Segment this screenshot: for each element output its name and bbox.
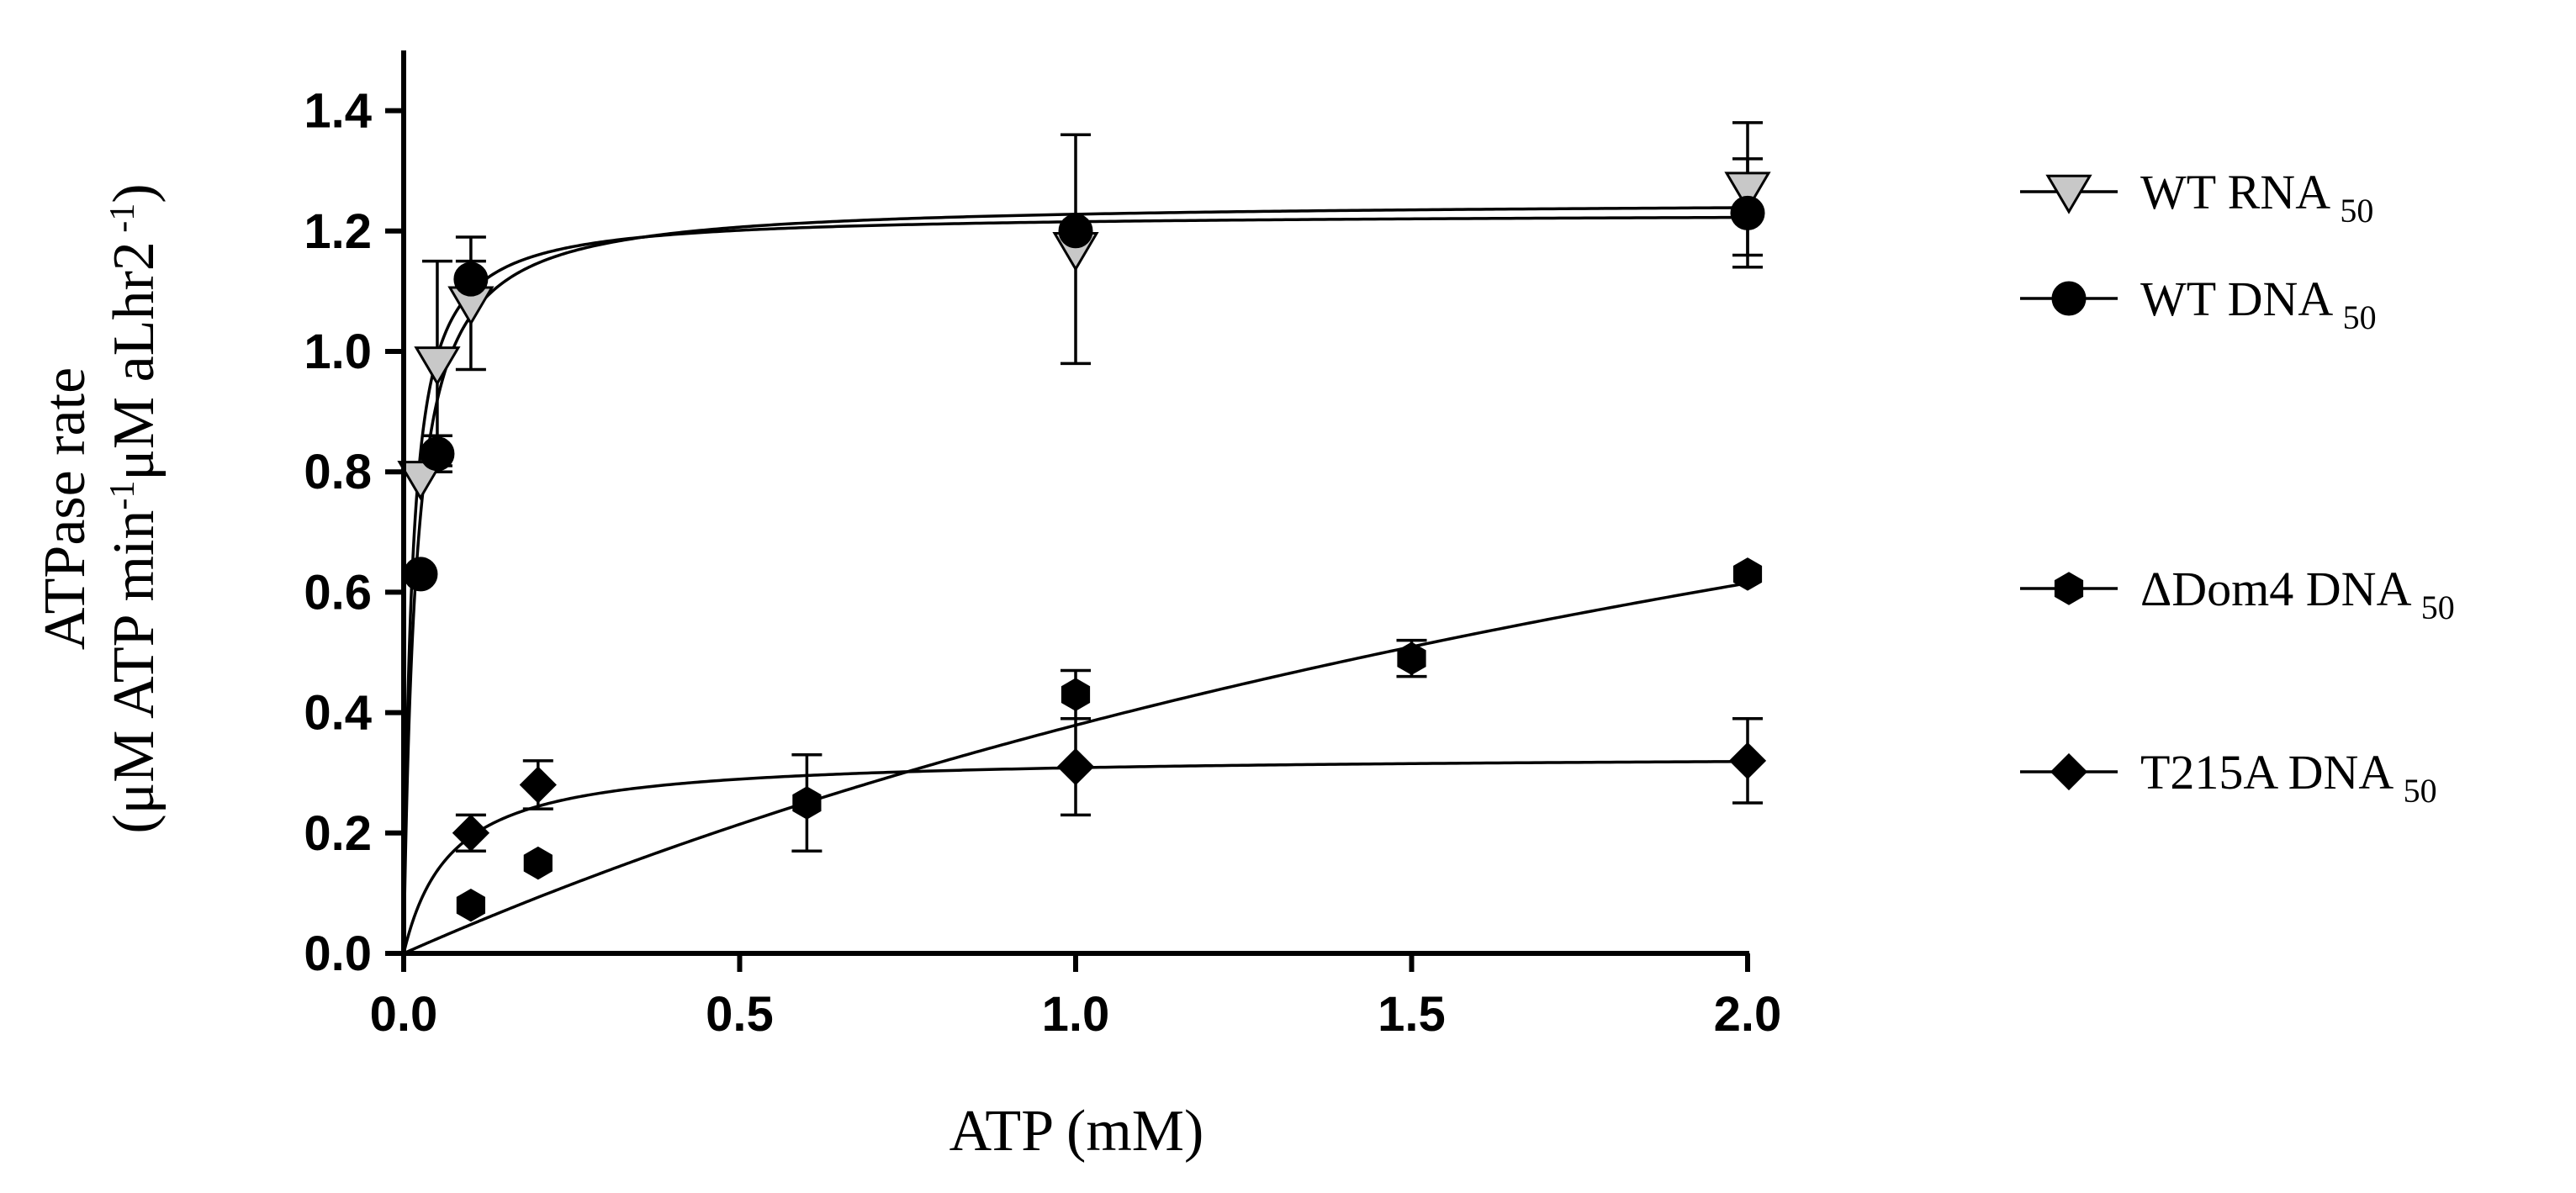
point-dom4-dna: [456, 888, 485, 922]
point-t215a-dna: [1728, 742, 1767, 780]
y-tick-label: 1.4: [304, 84, 372, 139]
x-tick-label: 1.0: [1042, 987, 1110, 1042]
legend-label-dom4-dna: ΔDom4 DNA 50: [2140, 562, 2455, 626]
y-tick-label: 0.8: [304, 445, 372, 499]
fit-curve-wt-rna: [402, 206, 1748, 954]
y-axis-title-line1: ATPase rate: [33, 367, 98, 650]
point-dom4-dna: [792, 786, 822, 820]
legend-label-t215a-dna: T215A DNA 50: [2140, 745, 2437, 810]
point-wt-rna: [1724, 172, 1771, 212]
x-tick-label: 0.0: [370, 987, 438, 1042]
fit-curve-dom4-dna: [403, 581, 1748, 955]
point-wt-dna: [403, 557, 438, 592]
fit-curve-wt-dna: [402, 215, 1748, 954]
fit-curves: [402, 206, 1748, 955]
legend-marker-wt-dna: [2051, 281, 2087, 316]
point-t215a-dna: [452, 814, 490, 852]
fit-curve-t215a-dna: [402, 759, 1748, 954]
legend: WT RNA 50 WT DNA 50 ΔDom4 DNA 50 T215A DNA …: [2020, 165, 2455, 810]
legend-label-wt-rna: WT RNA 50: [2140, 165, 2373, 230]
y-axis-title-sup2: -1: [103, 203, 142, 242]
x-tick-label: 0.5: [706, 987, 774, 1042]
x-ticks: 0.0 0.5 1.0 1.5 2.0: [370, 953, 1782, 1042]
y-axis-title-part1: (μM ATP min: [102, 510, 167, 834]
point-wt-dna: [1058, 214, 1093, 249]
y-tick-label: 0.2: [304, 806, 372, 861]
y-ticks: 0.0 0.2 0.4 0.6 0.8 1.0 1.2 1.4: [304, 84, 404, 981]
legend-marker-dom4-dna: [2054, 572, 2084, 605]
legend-marker-wt-rna: [2045, 174, 2092, 214]
point-t215a-dna: [1056, 747, 1095, 786]
y-axis-title-part2: μM aLhr2: [102, 241, 167, 480]
y-axis-title: ATPase rate (μM ATP min-1μM aLhr2 -1): [33, 183, 167, 833]
point-dom4-dna: [1397, 641, 1426, 675]
legend-marker-t215a-dna: [2050, 752, 2088, 791]
y-axis-title-sup1: -1: [103, 481, 142, 510]
x-tick-label: 2.0: [1714, 987, 1782, 1042]
point-t215a-dna: [519, 766, 557, 804]
point-wt-rna: [397, 461, 444, 501]
y-tick-label: 0.4: [304, 686, 372, 741]
y-tick-label: 0.0: [304, 926, 372, 981]
legend-label-wt-dna: WT DNA 50: [2140, 272, 2377, 336]
point-dom4-dna: [1732, 557, 1763, 591]
y-tick-label: 0.6: [304, 565, 372, 620]
x-tick-label: 1.5: [1378, 987, 1446, 1042]
point-wt-dna: [420, 436, 455, 472]
y-tick-label: 1.0: [304, 325, 372, 379]
data-points: [397, 172, 1771, 922]
point-wt-dna: [453, 261, 489, 297]
y-axis-title-line2: (μM ATP min-1μM aLhr2 -1): [102, 183, 167, 833]
point-wt-dna: [1730, 195, 1765, 230]
point-wt-rna: [414, 346, 461, 387]
point-dom4-dna: [523, 846, 553, 880]
y-tick-label: 1.2: [304, 204, 372, 259]
y-axis-title-part3: ): [102, 183, 167, 203]
x-axis-title: ATP (mM): [949, 1099, 1204, 1164]
point-dom4-dna: [1061, 678, 1091, 711]
